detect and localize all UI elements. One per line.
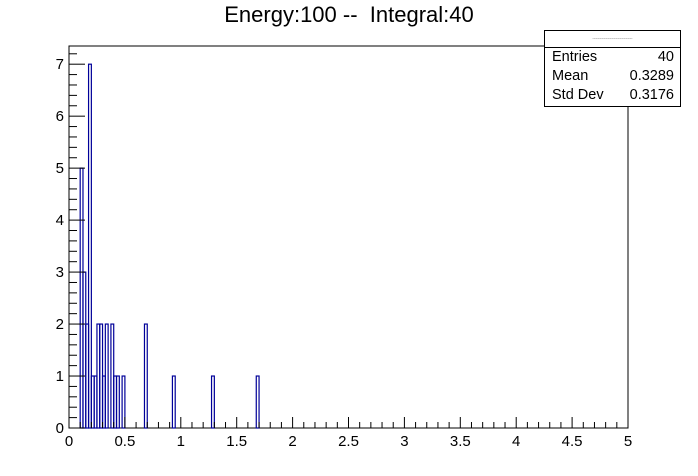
x-tick-label-5: 2.5	[338, 433, 359, 450]
y-tick-label-6: 6	[56, 108, 64, 125]
stats-row-mean: Mean 0.3289	[545, 67, 680, 86]
stats-value-entries: 40	[657, 49, 674, 65]
y-tick-label-7: 7	[56, 56, 64, 73]
histogram-bin-14	[143, 323, 148, 429]
stats-row-stddev: Std Dev 0.3176	[545, 86, 680, 105]
histogram-bin-13	[121, 375, 126, 429]
x-tick-label-6: 3	[400, 433, 408, 450]
y-tick-label-3: 3	[56, 264, 64, 281]
stats-header: ----------------------------------------…	[545, 31, 680, 48]
histogram-bin-9	[104, 323, 109, 429]
y-tick-label-2: 2	[56, 316, 64, 333]
y-tick-label-4: 4	[56, 212, 64, 229]
y-tick-label-0: 0	[56, 420, 64, 437]
x-tick-label-4: 2	[288, 433, 296, 450]
histogram-bin-3	[87, 63, 92, 429]
y-tick-label-5: 5	[56, 160, 64, 177]
x-tick-label-8: 4	[512, 433, 520, 450]
stats-label-stddev: Std Dev	[552, 87, 604, 103]
stats-row-entries: Entries 40	[545, 48, 680, 67]
x-tick-label-3: 1.5	[226, 433, 247, 450]
stats-label-entries: Entries	[552, 49, 598, 65]
chart-title: Energy:100 -- Integral:40	[224, 2, 474, 27]
stats-value-mean: 0.3289	[629, 68, 674, 84]
y-tick-label-1: 1	[56, 368, 64, 385]
x-tick-label-7: 3.5	[450, 433, 471, 450]
stats-value-stddev: 0.3176	[629, 87, 674, 103]
x-tick-label-1: 0.5	[114, 433, 135, 450]
stats-box: ----------------------------------------…	[544, 30, 681, 107]
x-tick-label-0: 0	[65, 433, 73, 450]
histogram-bin-12	[115, 375, 120, 429]
histogram-bin-17	[255, 375, 260, 429]
x-tick-label-10: 5	[624, 433, 632, 450]
x-tick-label-9: 4.5	[562, 433, 583, 450]
histogram-bin-15	[171, 375, 176, 429]
histogram-bin-16	[210, 375, 215, 429]
stats-label-mean: Mean	[552, 68, 589, 84]
x-tick-label-2: 1	[177, 433, 185, 450]
